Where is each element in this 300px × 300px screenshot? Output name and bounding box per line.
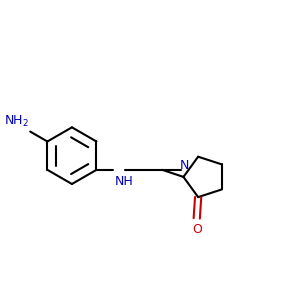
Text: NH: NH — [115, 175, 134, 188]
Text: NH$_2$: NH$_2$ — [4, 114, 29, 129]
Text: N: N — [180, 159, 190, 172]
Text: O: O — [192, 223, 202, 236]
